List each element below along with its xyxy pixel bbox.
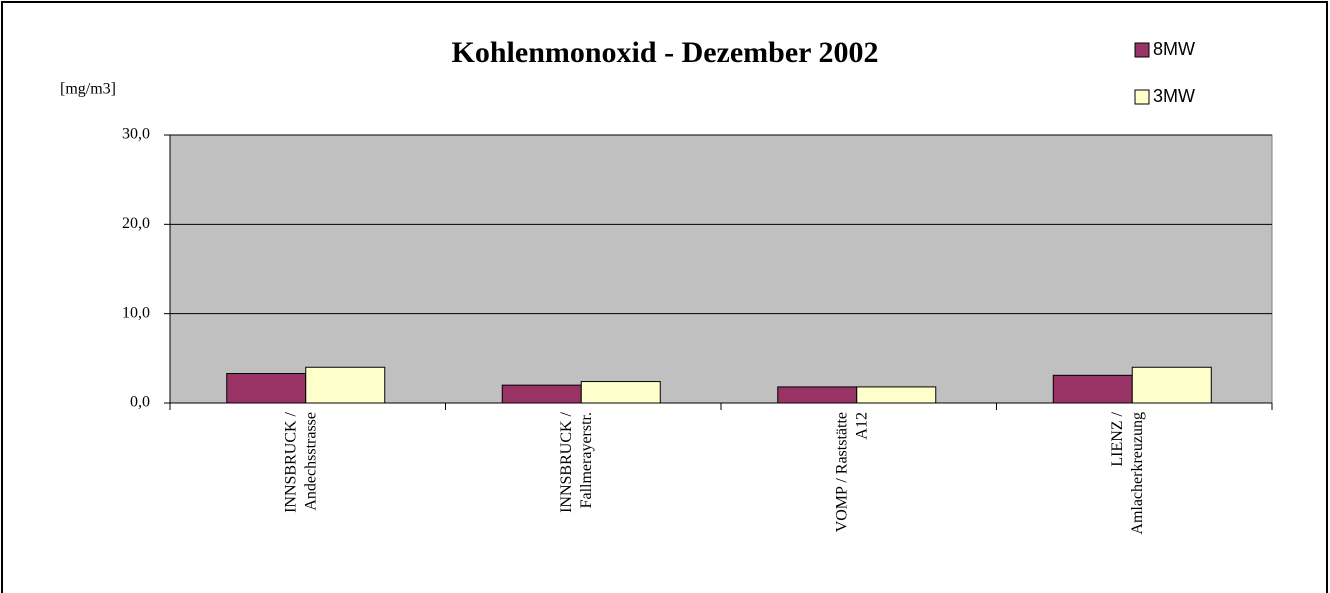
x-tick-label-line: INNSBRUCK / [282,411,299,512]
bar [777,386,858,404]
legend-swatch [1134,89,1150,105]
x-tick-label: LIENZ / Amlacherkreuzung [1109,411,1146,534]
x-tick-label: INNSBRUCK / Fallmerayerstr. [558,411,595,512]
x-tick-label-line: Andechsstrasse [302,412,319,511]
bar [1052,374,1133,404]
y-tick-label: 10,0 [122,304,150,321]
x-tick-label: VOMP / Raststätte A12 [833,412,870,532]
plot-area [169,134,1273,404]
y-tick-label: 30,0 [122,126,150,143]
bar [226,373,307,404]
x-tick-label-line: LIENZ / [1109,411,1126,466]
x-tick-label-line: A12 [853,412,870,440]
bar [305,366,386,404]
legend-label: 3MW [1153,86,1195,106]
bar [1131,366,1212,404]
legend-swatch [1134,42,1150,58]
y-axis-label: [mg/m3] [60,81,116,98]
y-tick-label: 0,0 [130,394,150,411]
y-tick-label: 20,0 [122,215,150,232]
bar [580,381,661,404]
x-tick-label-line: VOMP / Raststätte [833,412,850,532]
bar [501,384,582,404]
x-tick-label-line: Amlacherkreuzung [1129,412,1146,535]
bar [856,386,937,404]
x-tick-label-line: Fallmerayerstr. [578,412,595,508]
x-tick-label-line: INNSBRUCK / [558,411,575,512]
x-tick-label: INNSBRUCK / Andechsstrasse [282,411,319,512]
legend-label: 8MW [1153,39,1195,59]
chart-title: Kohlenmonoxid - Dezember 2002 [452,36,879,69]
